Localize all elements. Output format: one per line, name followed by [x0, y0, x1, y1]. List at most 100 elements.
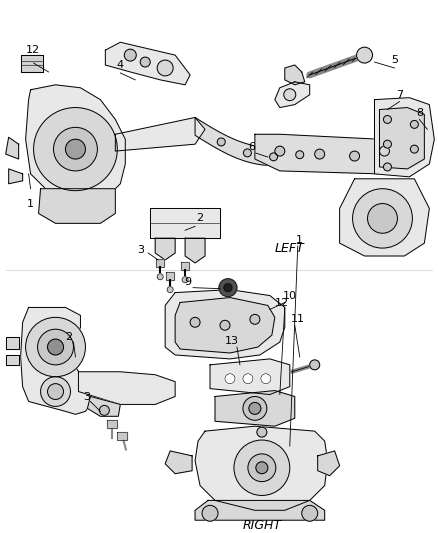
- Circle shape: [25, 317, 85, 377]
- Circle shape: [384, 116, 392, 124]
- Circle shape: [140, 57, 150, 67]
- Circle shape: [256, 462, 268, 474]
- Circle shape: [261, 374, 271, 384]
- Circle shape: [410, 145, 418, 153]
- Text: 2: 2: [65, 332, 72, 342]
- Polygon shape: [175, 297, 275, 353]
- Polygon shape: [379, 108, 424, 169]
- Text: 6: 6: [248, 142, 255, 152]
- Text: 4: 4: [117, 60, 124, 70]
- Circle shape: [190, 317, 200, 327]
- Text: RIGHT: RIGHT: [242, 519, 281, 531]
- Circle shape: [410, 120, 418, 128]
- Polygon shape: [195, 117, 370, 166]
- Polygon shape: [275, 82, 310, 108]
- Circle shape: [367, 204, 397, 233]
- Circle shape: [243, 397, 267, 420]
- Polygon shape: [117, 432, 127, 440]
- Circle shape: [66, 139, 85, 159]
- Circle shape: [275, 146, 285, 156]
- Text: 12: 12: [25, 45, 40, 55]
- Polygon shape: [165, 451, 192, 474]
- Circle shape: [350, 151, 360, 161]
- Circle shape: [99, 406, 110, 415]
- Circle shape: [167, 287, 173, 293]
- Polygon shape: [106, 42, 190, 85]
- Text: 13: 13: [225, 336, 239, 346]
- Circle shape: [250, 314, 260, 324]
- Circle shape: [224, 284, 232, 292]
- Polygon shape: [21, 55, 42, 72]
- Circle shape: [302, 505, 318, 521]
- Circle shape: [234, 440, 290, 496]
- Polygon shape: [6, 337, 19, 349]
- Circle shape: [48, 384, 64, 399]
- Circle shape: [314, 149, 325, 159]
- Polygon shape: [156, 259, 164, 267]
- Polygon shape: [9, 169, 23, 184]
- Circle shape: [379, 146, 389, 156]
- Polygon shape: [6, 355, 19, 365]
- Circle shape: [249, 402, 261, 414]
- Circle shape: [384, 140, 392, 148]
- Text: 9: 9: [184, 277, 192, 287]
- Circle shape: [384, 163, 392, 171]
- Polygon shape: [6, 138, 19, 159]
- Polygon shape: [155, 238, 175, 260]
- Polygon shape: [25, 85, 125, 204]
- Circle shape: [41, 377, 71, 406]
- Text: 1: 1: [27, 199, 34, 208]
- Circle shape: [38, 329, 74, 365]
- Circle shape: [225, 374, 235, 384]
- Polygon shape: [185, 238, 205, 263]
- Text: 1: 1: [296, 235, 303, 245]
- Polygon shape: [318, 451, 339, 475]
- Circle shape: [248, 454, 276, 482]
- Circle shape: [219, 279, 237, 296]
- Polygon shape: [39, 189, 115, 223]
- Circle shape: [217, 138, 225, 146]
- Polygon shape: [210, 359, 290, 394]
- Circle shape: [353, 189, 413, 248]
- Text: 11: 11: [291, 314, 305, 324]
- Polygon shape: [166, 272, 174, 280]
- Polygon shape: [115, 117, 205, 151]
- Polygon shape: [285, 65, 305, 85]
- Polygon shape: [195, 426, 328, 510]
- Circle shape: [243, 374, 253, 384]
- Circle shape: [357, 47, 372, 63]
- Circle shape: [157, 274, 163, 280]
- Polygon shape: [374, 98, 434, 177]
- Circle shape: [244, 149, 251, 157]
- Text: 3: 3: [83, 392, 90, 401]
- Text: 2: 2: [197, 213, 204, 223]
- Text: 7: 7: [396, 90, 403, 100]
- Circle shape: [296, 151, 304, 159]
- Polygon shape: [255, 134, 410, 174]
- Circle shape: [157, 60, 173, 76]
- Polygon shape: [21, 308, 90, 414]
- Circle shape: [202, 505, 218, 521]
- Polygon shape: [339, 179, 429, 256]
- Circle shape: [182, 277, 188, 282]
- Polygon shape: [195, 500, 325, 520]
- Polygon shape: [181, 262, 189, 270]
- Text: 8: 8: [416, 108, 423, 117]
- Text: 3: 3: [137, 245, 144, 255]
- Circle shape: [53, 127, 97, 171]
- Circle shape: [284, 89, 296, 101]
- Text: 5: 5: [391, 55, 398, 65]
- Polygon shape: [165, 289, 285, 359]
- Circle shape: [48, 339, 64, 355]
- Polygon shape: [107, 420, 117, 428]
- Text: LEFT: LEFT: [275, 241, 305, 255]
- Circle shape: [124, 49, 136, 61]
- Circle shape: [220, 320, 230, 330]
- Circle shape: [257, 427, 267, 437]
- Polygon shape: [78, 372, 175, 405]
- Circle shape: [270, 153, 278, 161]
- Text: 10: 10: [283, 290, 297, 301]
- Text: 12: 12: [275, 297, 289, 308]
- Circle shape: [34, 108, 117, 191]
- Polygon shape: [215, 391, 295, 426]
